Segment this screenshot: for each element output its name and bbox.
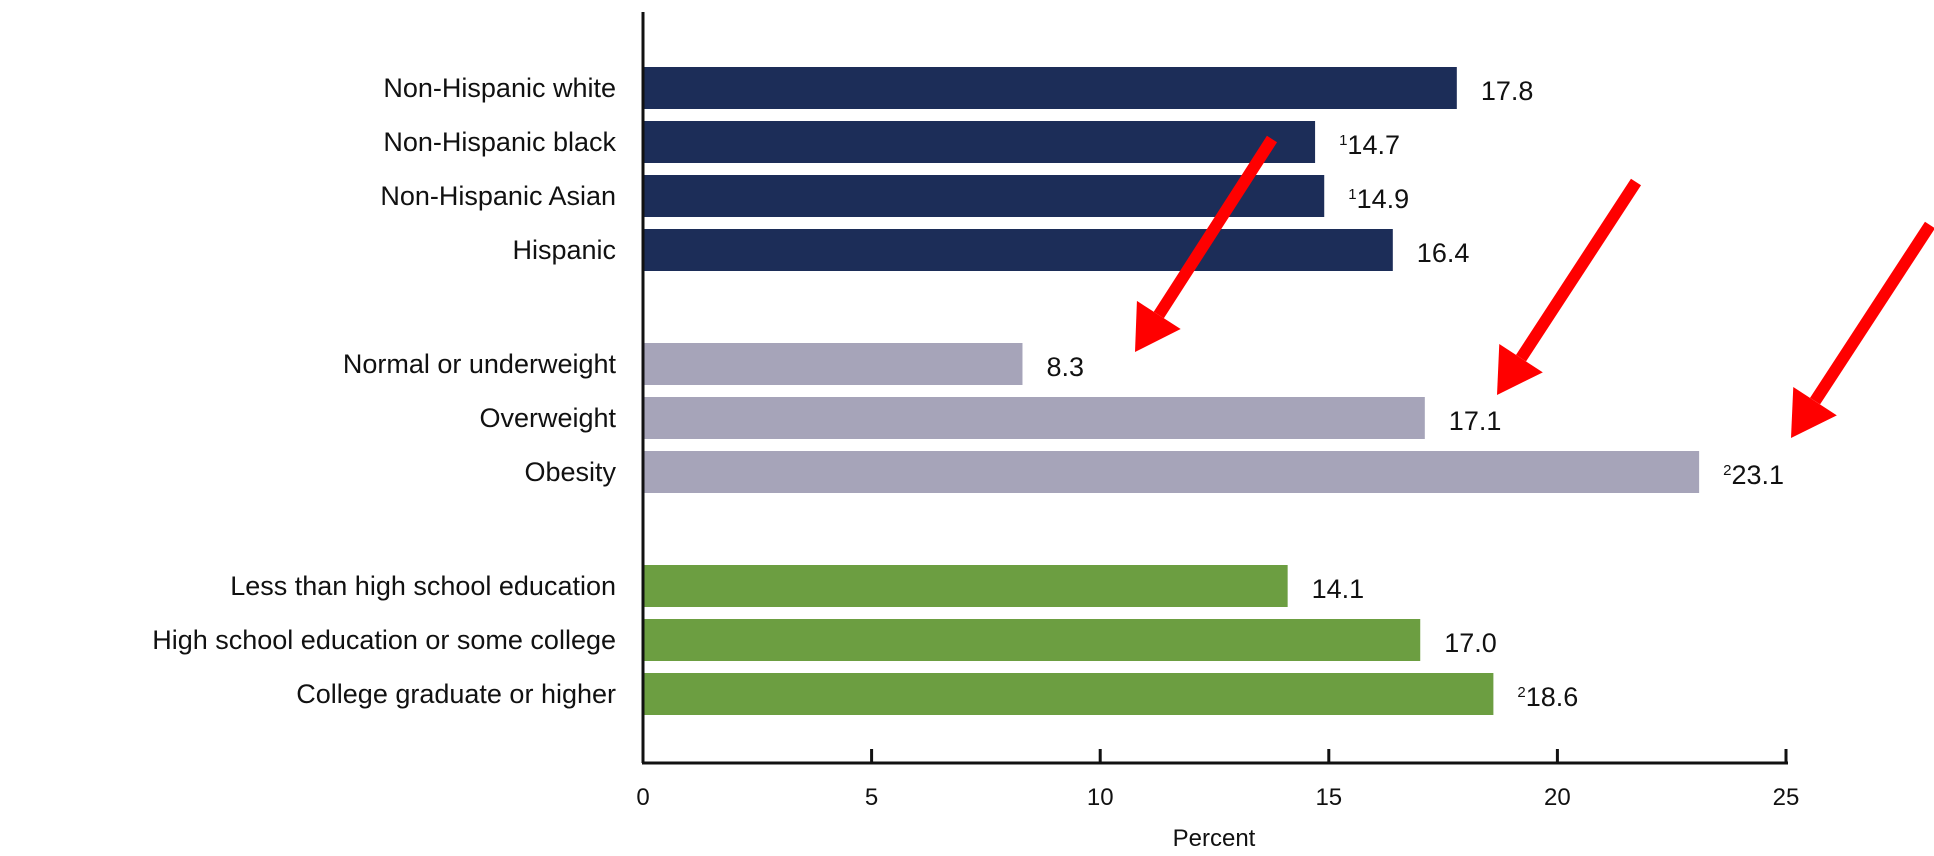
bar	[643, 229, 1393, 271]
category-label: Non-Hispanic black	[383, 127, 616, 157]
data-label: 223.1	[1723, 460, 1784, 490]
labels-layer: Non-Hispanic white 17.8 Non-Hispanic black…	[152, 73, 1784, 712]
bar	[643, 451, 1700, 493]
category-label: Non-Hispanic white	[383, 73, 616, 103]
red-arrow	[1497, 178, 1642, 395]
bar	[643, 565, 1288, 607]
bar	[643, 673, 1494, 715]
data-label: 16.4	[1417, 238, 1470, 268]
bar	[643, 619, 1421, 661]
bar	[643, 397, 1425, 439]
x-tick-label: 5	[865, 784, 878, 811]
category-label: High school education or some college	[152, 625, 616, 655]
data-label: 17.8	[1481, 76, 1534, 106]
bar	[643, 121, 1316, 163]
x-tick-label: 25	[1773, 784, 1800, 811]
annotation-arrows	[1135, 135, 1934, 438]
x-tick-label: 0	[636, 784, 649, 811]
data-label: 14.1	[1312, 574, 1365, 604]
data-label: 8.3	[1046, 352, 1084, 382]
data-label: 114.9	[1348, 184, 1409, 214]
category-label: Obesity	[524, 457, 616, 487]
x-axis: 0 5 10 15 20 25	[636, 12, 1799, 811]
x-tick-label: 10	[1087, 784, 1114, 811]
x-tick-label: 15	[1315, 784, 1342, 811]
data-label: 17.1	[1449, 406, 1502, 436]
red-arrow	[1791, 221, 1934, 438]
data-label: 218.6	[1517, 682, 1578, 712]
category-label: College graduate or higher	[296, 679, 616, 709]
bars-layer	[643, 67, 1700, 715]
red-arrow	[1135, 135, 1278, 352]
category-label: Non-Hispanic Asian	[380, 181, 616, 211]
x-tick-label: 20	[1544, 784, 1571, 811]
category-label: Normal or underweight	[343, 349, 617, 379]
category-label: Overweight	[479, 403, 616, 433]
data-label: 114.7	[1339, 130, 1400, 160]
category-label: Hispanic	[512, 235, 616, 265]
x-axis-title: Percent	[1173, 825, 1256, 851]
bar	[643, 67, 1457, 109]
bar	[643, 343, 1023, 385]
bar	[643, 175, 1325, 217]
category-label: Less than high school education	[230, 571, 616, 601]
data-label: 17.0	[1444, 628, 1497, 658]
